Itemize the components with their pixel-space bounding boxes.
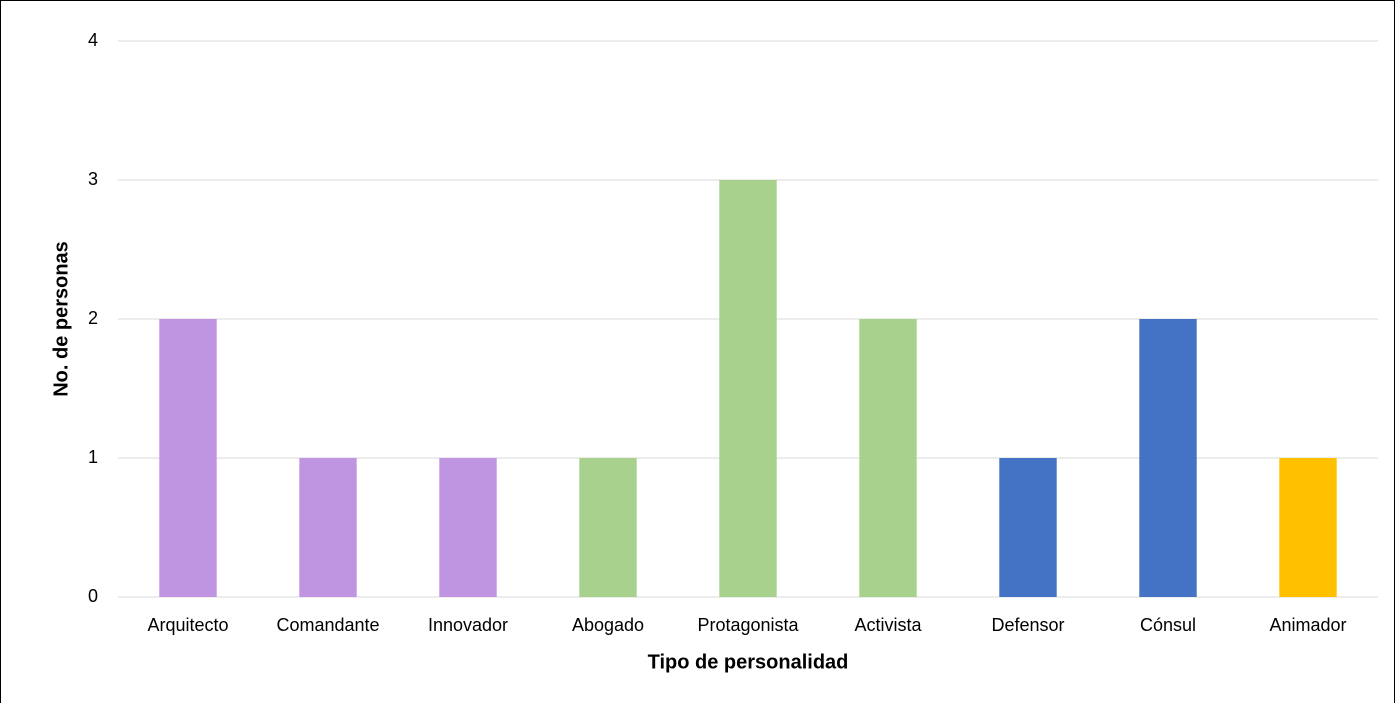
x-tick-label: Comandante: [276, 615, 379, 635]
x-tick-label: Abogado: [572, 615, 644, 635]
x-tick-label: Arquitecto: [147, 615, 228, 635]
y-tick-label: 0: [88, 586, 98, 606]
y-tick-label: 3: [88, 169, 98, 189]
x-tick-label: Cónsul: [1140, 615, 1196, 635]
y-tick-label: 1: [88, 447, 98, 467]
x-axis-title: Tipo de personalidad: [648, 651, 849, 673]
y-axis-title: No. de personas: [50, 241, 72, 397]
bar: [579, 458, 637, 597]
bar: [439, 458, 497, 597]
y-tick-label: 2: [88, 308, 98, 328]
x-tick-label: Innovador: [428, 615, 508, 635]
y-tick-label: 4: [88, 30, 98, 50]
bar: [999, 458, 1057, 597]
bar: [1139, 319, 1197, 597]
bar: [719, 180, 777, 597]
x-tick-label: Defensor: [991, 615, 1064, 635]
x-tick-label: Protagonista: [697, 615, 799, 635]
x-tick-label: Animador: [1269, 615, 1346, 635]
x-tick-label: Activista: [854, 615, 922, 635]
bar: [299, 458, 357, 597]
bar: [159, 319, 217, 597]
bar: [1279, 458, 1337, 597]
bar: [859, 319, 917, 597]
